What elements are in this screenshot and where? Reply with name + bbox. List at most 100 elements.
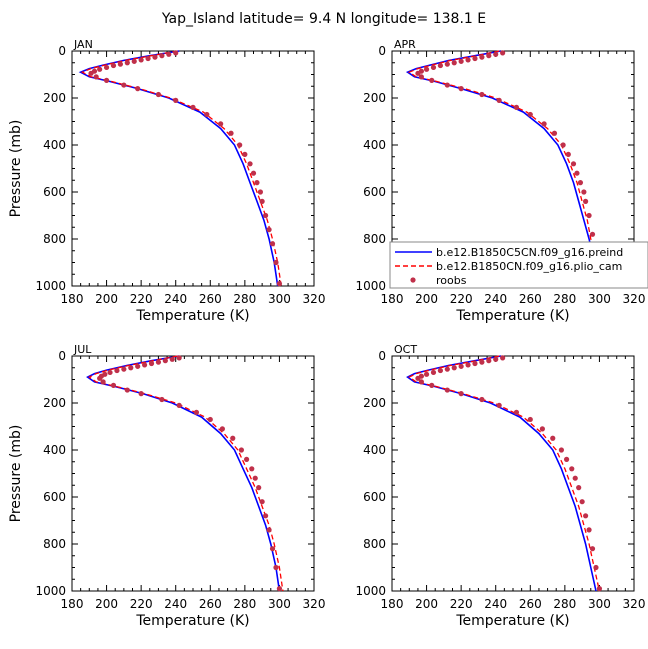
y-tick-label: 1000 xyxy=(355,279,386,293)
roobs-point xyxy=(429,382,435,388)
x-tick-label: 240 xyxy=(484,292,507,306)
y-tick-label: 800 xyxy=(363,232,386,246)
legend-marker-roobs xyxy=(410,277,416,283)
roobs-point xyxy=(110,382,117,388)
roobs-point xyxy=(204,111,210,118)
panel-title: JUL xyxy=(73,343,92,356)
roobs-point xyxy=(496,97,502,103)
x-tick-label: 280 xyxy=(553,292,576,306)
roobs-point xyxy=(256,485,262,491)
y-tick-label: 0 xyxy=(58,44,66,58)
roobs-point xyxy=(259,499,265,505)
roobs-point xyxy=(574,170,580,176)
roobs-point xyxy=(451,365,457,371)
roobs-point xyxy=(527,111,533,118)
roobs-point xyxy=(250,170,257,176)
y-tick-label: 800 xyxy=(363,537,386,551)
roobs-point xyxy=(558,447,565,453)
roobs-point xyxy=(586,527,592,533)
x-tick-label: 260 xyxy=(519,597,542,611)
roobs-point xyxy=(589,231,596,237)
roobs-point xyxy=(269,546,276,552)
series-roobs xyxy=(97,355,283,592)
roobs-point xyxy=(418,74,424,80)
roobs-point xyxy=(458,391,464,397)
roobs-point xyxy=(173,97,179,103)
roobs-point xyxy=(496,402,502,408)
y-tick-label: 200 xyxy=(363,396,386,410)
roobs-point xyxy=(444,61,450,67)
roobs-point xyxy=(596,586,603,592)
x-tick-label: 240 xyxy=(164,597,187,611)
roobs-point xyxy=(493,356,499,362)
roobs-point xyxy=(138,391,144,397)
x-tick-label: 300 xyxy=(268,292,291,306)
roobs-point xyxy=(93,74,99,80)
roobs-point xyxy=(437,62,443,69)
roobs-point xyxy=(572,475,578,481)
x-tick-label: 220 xyxy=(450,292,473,306)
roobs-point xyxy=(169,356,175,362)
roobs-point xyxy=(117,61,123,67)
x-tick-label: 320 xyxy=(623,292,646,306)
series-roobs xyxy=(415,355,603,592)
roobs-point xyxy=(88,70,94,76)
y-tick-label: 800 xyxy=(43,537,66,551)
roobs-point xyxy=(276,586,283,592)
roobs-point xyxy=(128,365,134,371)
roobs-point xyxy=(207,416,213,423)
roobs-point xyxy=(228,130,234,136)
roobs-point xyxy=(569,466,575,472)
roobs-point xyxy=(166,51,172,57)
roobs-point xyxy=(513,409,520,415)
roobs-point xyxy=(500,50,506,56)
legend-label: b.e12.B1850CN.f09_g16.plio_cam xyxy=(436,260,622,273)
roobs-point xyxy=(576,485,582,491)
roobs-point xyxy=(247,161,253,167)
panel-jan: 180 200 220 240 260 280 300 320 0 200 400 600 800 100… xyxy=(8,38,325,324)
roobs-point xyxy=(541,121,547,127)
roobs-point xyxy=(486,53,492,59)
legend-box xyxy=(389,241,648,289)
x-tick-label: 240 xyxy=(484,597,507,611)
x-tick-label: 320 xyxy=(303,292,326,306)
roobs-point xyxy=(103,64,110,71)
roobs-point xyxy=(486,358,492,364)
roobs-point xyxy=(138,57,144,63)
x-tick-label: 260 xyxy=(199,597,222,611)
x-axis-label: Temperature (K) xyxy=(135,613,249,629)
roobs-point xyxy=(142,362,148,368)
roobs-point xyxy=(513,104,520,110)
roobs-point xyxy=(230,435,236,441)
roobs-point xyxy=(458,86,464,92)
panels: 180 200 220 240 260 280 300 320 0 200 400 600 800 100… xyxy=(8,38,645,629)
roobs-point xyxy=(429,77,435,83)
roobs-point xyxy=(263,212,269,219)
roobs-point xyxy=(155,359,162,365)
roobs-point xyxy=(430,369,437,376)
roobs-point xyxy=(103,77,110,83)
roobs-point xyxy=(252,475,258,481)
y-tick-label: 600 xyxy=(43,490,66,504)
x-tick-label: 200 xyxy=(415,597,438,611)
x-tick-label: 320 xyxy=(303,597,326,611)
x-tick-label: 220 xyxy=(450,597,473,611)
roobs-point xyxy=(110,62,117,69)
y-tick-label: 600 xyxy=(43,185,66,199)
y-tick-label: 1000 xyxy=(35,584,66,598)
series-line-preind xyxy=(406,355,597,592)
y-tick-label: 600 xyxy=(363,490,386,504)
x-tick-label: 300 xyxy=(588,292,611,306)
roobs-point xyxy=(458,58,464,64)
roobs-point xyxy=(570,161,577,167)
roobs-point xyxy=(237,142,243,148)
roobs-point xyxy=(114,367,120,374)
figure-title: Yap_Island latitude= 9.4 N longitude= 13… xyxy=(161,11,486,27)
roobs-point xyxy=(586,212,592,219)
x-tick-label: 180 xyxy=(61,292,84,306)
x-tick-label: 180 xyxy=(381,292,404,306)
x-axis-label: Temperature (K) xyxy=(135,308,249,324)
x-tick-label: 200 xyxy=(95,292,118,306)
roobs-point xyxy=(437,367,443,374)
